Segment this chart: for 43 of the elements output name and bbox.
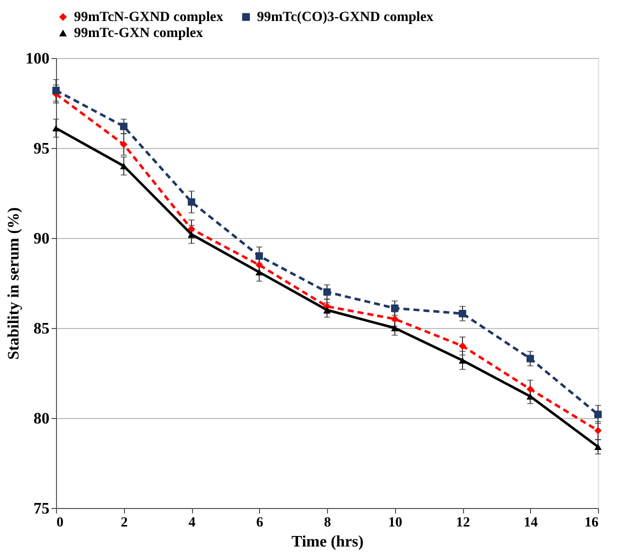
point <box>526 393 534 400</box>
legend-label: 99mTc(CO)3-GXND complex <box>257 10 434 25</box>
point <box>120 122 128 130</box>
y-tick-label: 95 <box>34 140 50 158</box>
point <box>120 140 128 148</box>
point <box>52 124 60 132</box>
point <box>256 252 263 260</box>
point <box>188 231 196 238</box>
point <box>188 225 196 233</box>
y-tick-label: 90 <box>34 230 50 248</box>
point <box>256 261 263 269</box>
legend-label: 99mTcN-GXND complex <box>74 10 224 25</box>
x-tick-label: 6 <box>256 516 264 530</box>
y-tick-label: 75 <box>34 500 50 518</box>
y-axis-title: Stability in serum (%) <box>6 207 22 360</box>
point <box>458 310 466 318</box>
x-tick-label: 10 <box>388 516 402 530</box>
x-tick-label: 8 <box>324 516 331 530</box>
point <box>391 304 398 312</box>
legend-label: 99mTc-GXN complex <box>74 26 203 41</box>
point <box>256 268 263 276</box>
x-tick-label: 0 <box>56 516 64 530</box>
point <box>458 357 466 364</box>
x-axis-title: Time (hrs) <box>291 534 364 550</box>
point <box>526 385 534 393</box>
point <box>594 410 602 418</box>
point <box>391 315 398 323</box>
x-tick-label: 14 <box>524 516 538 530</box>
x-tick-label: 2 <box>120 516 128 530</box>
point <box>391 324 398 332</box>
point <box>526 354 534 362</box>
x-tick-label: 16 <box>584 516 598 530</box>
x-tick-label: 4 <box>188 516 196 530</box>
y-tick-label: 85 <box>34 320 50 338</box>
point <box>52 86 60 94</box>
point <box>594 426 602 434</box>
x-tick-label: 12 <box>456 516 470 530</box>
point <box>120 162 128 170</box>
point <box>594 444 602 450</box>
point <box>458 342 466 350</box>
y-tick-label: 80 <box>34 410 50 428</box>
y-tick-label: 100 <box>26 50 50 68</box>
point <box>323 306 331 314</box>
